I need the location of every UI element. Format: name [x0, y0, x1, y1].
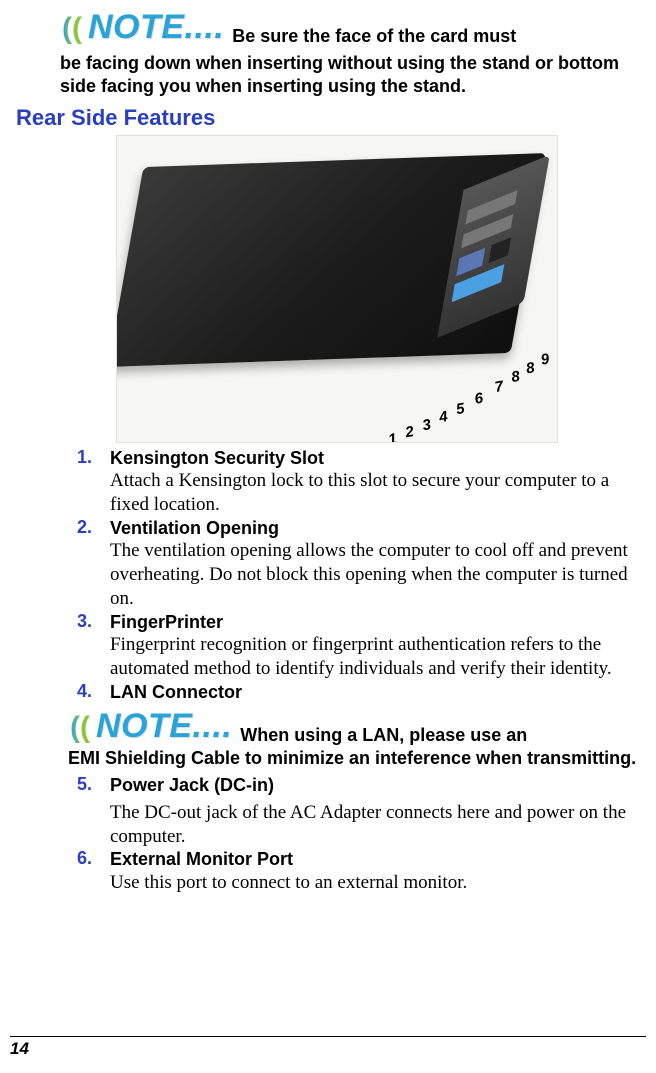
list-item: 4. LAN Connector [68, 681, 650, 704]
page-number: 14 [10, 1036, 646, 1059]
item-title: Power Jack (DC-in) [110, 774, 650, 797]
feature-list-2: 5. Power Jack (DC-in) The DC-out jack of… [68, 774, 650, 894]
item-desc: The ventilation opening allows the compu… [110, 539, 650, 610]
item-number: 5. [68, 774, 92, 795]
item-title: External Monitor Port [110, 848, 650, 871]
note1-rest: be facing down when inserting without us… [60, 52, 650, 99]
note-callout-2: (( NOTE.... When using a LAN, please use… [68, 709, 650, 747]
item-desc: Use this port to connect to an external … [110, 871, 650, 895]
item-number: 6. [68, 848, 92, 869]
note2-rest: EMI Shielding Cable to minimize an intef… [68, 747, 650, 770]
list-item: 6. External Monitor Port Use this port t… [68, 848, 650, 894]
list-item: 1. Kensington Security Slot Attach a Ken… [68, 447, 650, 517]
item-number: 2. [68, 517, 92, 538]
item-title: LAN Connector [110, 681, 650, 704]
figure-callouts: 1 2 3 4 5 6 7 8 8 9 [381, 370, 545, 433]
item-desc: Attach a Kensington lock to this slot to… [110, 469, 650, 517]
note2-lead: When using a LAN, please use an [240, 724, 527, 747]
item-number: 1. [68, 447, 92, 468]
item-number: 3. [68, 611, 92, 632]
swirl-icon: (( [62, 14, 82, 44]
list-item: 2. Ventilation Opening The ventilation o… [68, 517, 650, 611]
item-title: Ventilation Opening [110, 517, 650, 540]
item-desc: Fingerprint recognition or fingerprint a… [110, 633, 650, 681]
list-item: 3. FingerPrinter Fingerprint recognition… [68, 611, 650, 681]
list-item: 5. Power Jack (DC-in) The DC-out jack of… [68, 774, 650, 848]
note1-lead: Be sure the face of the card must [232, 25, 516, 48]
item-title: FingerPrinter [110, 611, 650, 634]
item-number: 4. [68, 681, 92, 702]
item-desc: The DC-out jack of the AC Adapter connec… [110, 801, 650, 849]
note-icon: (( NOTE.... [68, 709, 234, 747]
swirl-icon: (( [70, 713, 90, 743]
note-label: NOTE.... [96, 709, 232, 743]
item-title: Kensington Security Slot [110, 447, 650, 470]
device-illustration [116, 153, 546, 367]
feature-list: 1. Kensington Security Slot Attach a Ken… [68, 447, 650, 703]
note-icon: (( NOTE.... [60, 10, 226, 48]
section-title: Rear Side Features [16, 105, 650, 131]
rear-side-figure: 1 2 3 4 5 6 7 8 8 9 [116, 135, 558, 443]
note-label: NOTE.... [88, 10, 224, 44]
note-callout-1: (( NOTE.... Be sure the face of the card… [60, 10, 650, 48]
